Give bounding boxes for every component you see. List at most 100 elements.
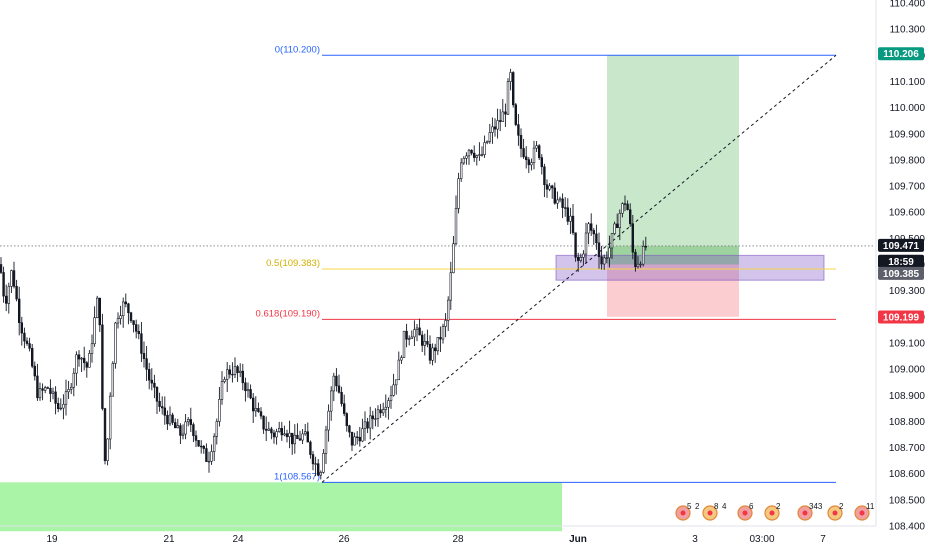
candle-body (597, 242, 601, 257)
candle (600, 245, 603, 270)
candle (171, 412, 174, 426)
economic-event-icon[interactable]: 11 (854, 502, 875, 521)
candle (613, 221, 616, 236)
candle-body (368, 415, 372, 429)
candle (571, 204, 575, 236)
candle-body (202, 446, 205, 449)
candle-body (80, 357, 83, 360)
candle (145, 346, 148, 381)
candle (72, 368, 76, 397)
candle (103, 407, 107, 465)
candle-body (20, 322, 23, 334)
candle-body (509, 72, 512, 82)
candle (220, 371, 224, 405)
candle (394, 379, 398, 395)
candle (387, 397, 390, 420)
candle-body (184, 421, 187, 435)
candle (485, 140, 489, 145)
candle-body (389, 395, 393, 401)
candle (83, 346, 86, 371)
economic-event-icon[interactable]: 2 (827, 502, 844, 521)
candle-body (303, 431, 307, 435)
price-badge (878, 254, 924, 268)
candle-body (262, 415, 265, 430)
candle (446, 296, 450, 332)
candle-body (394, 379, 398, 386)
candle (213, 433, 216, 462)
candle (5, 284, 8, 312)
economic-event-icon[interactable]: 6 (737, 502, 754, 521)
candle-body (522, 148, 525, 158)
candle (43, 385, 47, 394)
candle (428, 335, 432, 365)
candle-body (428, 343, 432, 361)
candle (519, 128, 523, 158)
economic-event-icon[interactable]: 2 (764, 502, 781, 521)
candle (415, 323, 419, 342)
candle-body (10, 270, 13, 287)
price-badge-label: 109.199 (883, 313, 920, 324)
purple-zone[interactable] (555, 254, 825, 281)
candle-body (589, 223, 593, 231)
candle (374, 408, 377, 427)
candle (223, 376, 226, 384)
candle (345, 412, 348, 432)
candle-body (103, 408, 107, 462)
candle-body (506, 81, 510, 115)
candle-body (615, 223, 619, 228)
candle (631, 214, 635, 260)
candle (478, 142, 481, 161)
candle-body (220, 381, 224, 400)
candle (12, 261, 16, 289)
candle-body (70, 386, 73, 390)
candle (556, 191, 559, 209)
price-tick-label: 108.700 (889, 443, 926, 454)
candle (454, 195, 458, 246)
event-markers[interactable]: 5 2 8 4 6 2 343 2 11 (675, 502, 875, 521)
candle (96, 295, 99, 319)
candle-body (426, 341, 429, 345)
event-count-label: 11 (866, 502, 875, 511)
candle-body (644, 245, 648, 248)
candle-body (379, 409, 382, 414)
candle-body (592, 230, 596, 235)
price-tick-label: 108.800 (889, 417, 926, 428)
candle-body (636, 263, 640, 268)
candle (54, 386, 57, 415)
candle (413, 320, 416, 346)
candle (423, 333, 426, 356)
demand-zone[interactable] (0, 482, 562, 532)
candle (569, 207, 572, 235)
candle-body (423, 341, 426, 346)
candle-body (114, 322, 117, 364)
candle (267, 421, 270, 432)
candle (467, 148, 471, 165)
candle-body (90, 343, 94, 354)
economic-event-icon[interactable]: 343 (797, 502, 823, 521)
candle-body (639, 263, 642, 266)
candle (480, 146, 484, 157)
candle-body (244, 382, 247, 392)
candle-body (602, 257, 606, 265)
candle (618, 209, 622, 241)
candle-body (252, 397, 255, 412)
time-axis[interactable]: 19 21 24 26 28 Jun 3 03:00 7 (0, 525, 876, 545)
time-tick-label: 3 (692, 534, 698, 545)
candle-body (353, 436, 356, 446)
candle (75, 351, 78, 386)
price-tick-label: 110.100 (890, 77, 926, 88)
event-count-label: 2 (839, 502, 844, 511)
candle-body (218, 399, 221, 422)
candle (59, 398, 63, 411)
position-target-zone[interactable] (607, 55, 739, 265)
candle-body (439, 337, 442, 340)
candle-body (381, 409, 385, 414)
candle-body (332, 375, 335, 392)
price-badge (878, 238, 924, 252)
candle-body (431, 347, 434, 361)
position-stop-zone[interactable] (607, 264, 739, 317)
